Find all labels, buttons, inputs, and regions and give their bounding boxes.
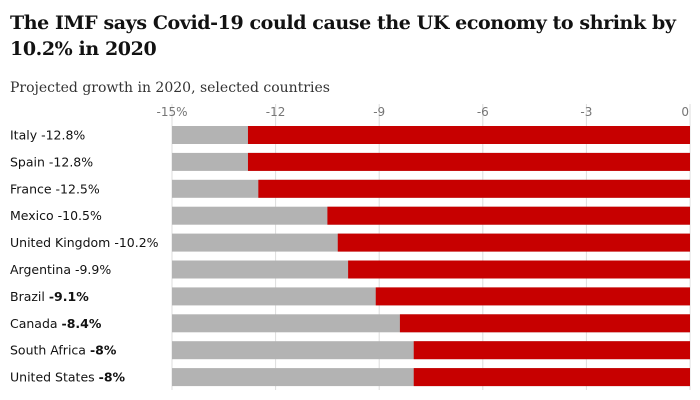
x-tick-label: 0 — [681, 105, 689, 119]
category-label: Brazil -9.1% — [10, 289, 89, 304]
bar-value — [247, 152, 690, 171]
bar-value — [413, 368, 690, 387]
category-label: United States -8% — [10, 370, 126, 385]
category-label: South Africa -8% — [10, 343, 117, 358]
x-tick-label: -6 — [477, 105, 489, 119]
value-label: -10.5% — [58, 208, 102, 223]
x-tick-label: -9 — [373, 105, 385, 119]
country-name: Italy — [10, 128, 41, 143]
value-label: -12.8% — [49, 154, 93, 169]
x-tick-label: -15% — [156, 105, 187, 119]
country-name: Mexico — [10, 208, 58, 223]
bar-value — [375, 287, 690, 306]
chart-subtitle: Projected growth in 2020, selected count… — [10, 80, 330, 96]
country-name: Canada — [10, 316, 62, 331]
category-label: Italy -12.8% — [10, 128, 85, 143]
bar-value — [247, 126, 690, 144]
country-name: Brazil — [10, 289, 49, 304]
x-tick-label: -3 — [580, 105, 592, 119]
tick-labels: -15% -12 -9 -6 -3 0 — [156, 105, 689, 119]
x-tick-label: -12 — [266, 105, 286, 119]
category-labels: Italy -12.8%Spain -12.8%France -12.5%Mex… — [10, 128, 159, 385]
bar-value — [327, 206, 690, 225]
value-label: -12.5% — [56, 181, 100, 196]
country-name: France — [10, 181, 56, 196]
category-label: Spain -12.8% — [10, 154, 93, 169]
bar-value — [348, 260, 690, 279]
value-label: -8% — [99, 370, 126, 385]
country-name: United States — [10, 370, 99, 385]
category-label: Canada -8.4% — [10, 316, 102, 331]
category-label: France -12.5% — [10, 181, 100, 196]
country-name: Spain — [10, 154, 49, 169]
value-label: -9.9% — [75, 262, 111, 277]
bar-value — [258, 179, 690, 198]
bars — [172, 126, 690, 387]
value-label: -12.8% — [41, 128, 85, 143]
country-name: South Africa — [10, 343, 90, 358]
category-label: United Kingdom -10.2% — [10, 235, 159, 250]
value-label: -10.2% — [114, 235, 158, 250]
value-label: -8% — [90, 343, 117, 358]
bar-value — [399, 314, 690, 333]
bar-value — [337, 233, 690, 252]
value-label: -8.4% — [62, 316, 102, 331]
country-name: Argentina — [10, 262, 75, 277]
chart-title: The IMF says Covid-19 could cause the UK… — [10, 12, 676, 60]
category-label: Argentina -9.9% — [10, 262, 111, 277]
country-name: United Kingdom — [10, 235, 114, 250]
bar-value — [413, 341, 690, 360]
category-label: Mexico -10.5% — [10, 208, 102, 223]
value-label: -9.1% — [49, 289, 89, 304]
